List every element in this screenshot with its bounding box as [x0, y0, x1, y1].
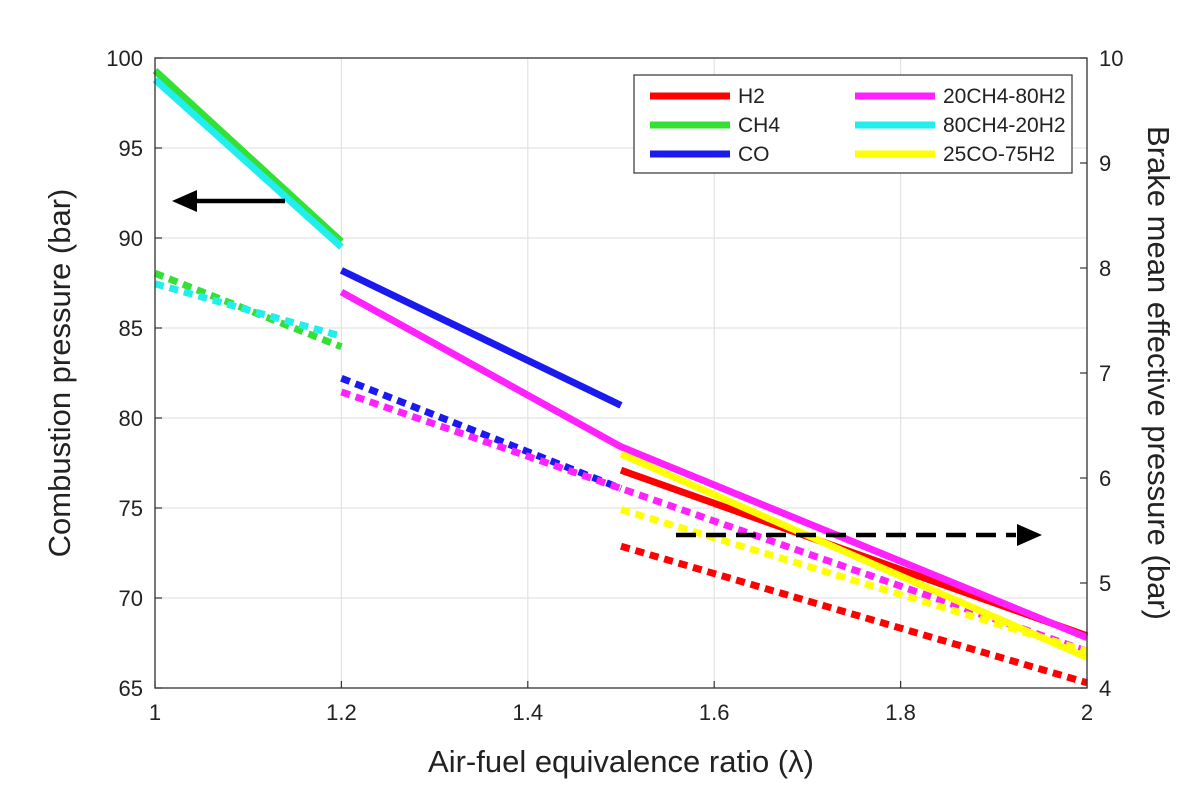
left-y-tick-label: 85: [119, 316, 143, 341]
legend: H2 CH4 CO 20CH4-80H2 80CH4-20H2 25CO-75H2: [633, 74, 1073, 174]
left-y-tick-label: 90: [119, 226, 143, 251]
left-y-tick-label: 95: [119, 136, 143, 161]
combustion-pressure-line-co: [339, 267, 623, 409]
axis-arrows: [172, 190, 1042, 546]
right-y-tick-label: 5: [1099, 571, 1111, 596]
legend-label: 80CH4-20H2: [943, 114, 1066, 137]
left-y-tick-label: 100: [106, 46, 143, 71]
combustion-pressure-line-25co-75h2: [619, 450, 1089, 661]
right-y-tick-label: 4: [1099, 676, 1111, 701]
left-y-axis-ticks: 65 70 75 80 85 90 95 100: [106, 46, 162, 701]
combustion-pressure-line-ch4: [152, 68, 344, 245]
x-tick-label: 2: [1081, 700, 1093, 725]
right-y-tick-label: 9: [1099, 151, 1111, 176]
right-y-tick-label: 6: [1099, 466, 1111, 491]
x-tick-label: 1.2: [326, 700, 357, 725]
left-y-axis-title: Combustion pressure (bar): [42, 189, 77, 558]
legend-label: CH4: [738, 114, 780, 137]
left-y-tick-label: 65: [119, 676, 143, 701]
combustion-pressure-line-20ch4-80h2: [339, 288, 1089, 641]
legend-label: H2: [738, 85, 765, 108]
x-axis-ticks: 1 1.2 1.4 1.6 1.8 2: [149, 681, 1093, 725]
x-tick-label: 1: [149, 700, 161, 725]
legend-label: 20CH4-80H2: [943, 85, 1066, 108]
series-lines: [152, 68, 1089, 687]
left-axis-arrow-head: [172, 190, 197, 212]
bmep-line-ch4: [153, 269, 343, 351]
bmep-line-20ch4-80h2: [340, 388, 1089, 655]
legend-label: CO: [738, 143, 770, 166]
left-y-tick-label: 70: [119, 586, 143, 611]
left-y-tick-label: 80: [119, 406, 143, 431]
x-tick-label: 1.8: [885, 700, 916, 725]
right-y-tick-label: 8: [1099, 256, 1111, 281]
right-y-tick-label: 7: [1099, 361, 1111, 386]
right-y-axis-title: Brake mean effective pressure (bar): [1141, 126, 1176, 620]
bmep-line-80ch4-20h2: [154, 280, 343, 340]
bmep-line-25co-75h2: [619, 506, 1089, 655]
x-tick-label: 1.4: [513, 700, 544, 725]
bmep-line-co: [340, 374, 623, 492]
x-axis-title: Air-fuel equivalence ratio (λ): [428, 744, 814, 779]
bmep-line-h2: [620, 542, 1088, 687]
right-axis-arrow-head: [1017, 524, 1042, 546]
legend-label: 25CO-75H2: [943, 143, 1055, 166]
x-tick-label: 1.6: [699, 700, 730, 725]
right-y-tick-label: 10: [1099, 46, 1123, 71]
left-y-tick-label: 75: [119, 496, 143, 521]
right-y-axis-ticks: 4 5 6 7 8 9 10: [1080, 46, 1123, 701]
combustion-pressure-line-80ch4-20h2: [152, 76, 344, 250]
